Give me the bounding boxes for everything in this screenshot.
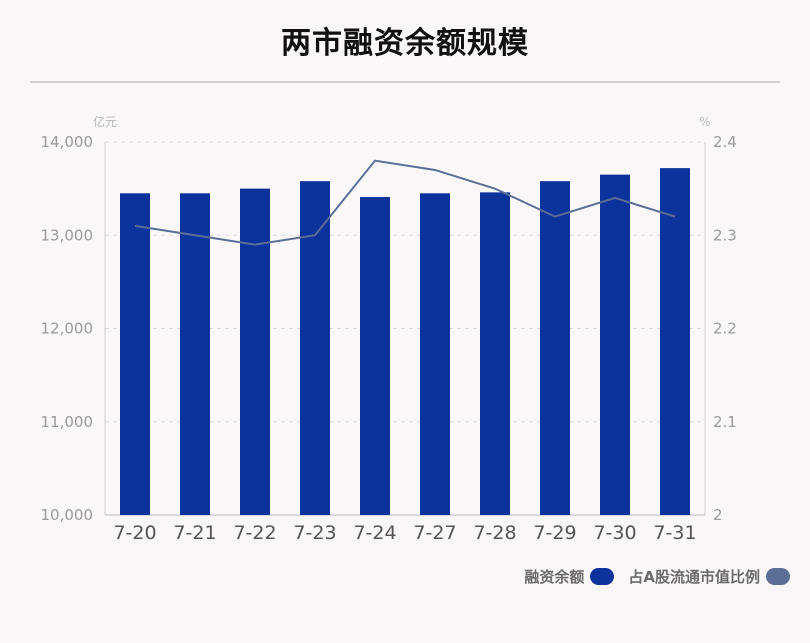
legend-item-financing-balance: 融资余额 <box>524 566 615 587</box>
chart-title: 两市融资余额规模 <box>281 26 529 61</box>
bar <box>540 181 570 516</box>
bar <box>240 188 270 515</box>
ratio-line <box>134 159 676 246</box>
bar <box>420 193 450 515</box>
legend-item-market-cap-ratio: 占A股流通市值比例 <box>628 566 790 587</box>
y-left-tick-label: 14,000 <box>41 133 94 151</box>
y-left-tick-label: 13,000 <box>41 226 94 244</box>
bar <box>120 193 150 515</box>
legend-swatch-bar <box>590 568 615 585</box>
x-tick-label: 7-31 <box>653 522 696 544</box>
y-left-tick-label: 11,000 <box>41 413 94 431</box>
y-left-unit: 亿元 <box>93 114 117 129</box>
x-tick-label: 7-27 <box>413 522 456 544</box>
y-left-tick-label: 10,000 <box>41 506 94 524</box>
bar <box>300 181 330 516</box>
y-right-tick-label: 2.4 <box>713 133 737 151</box>
y-right-tick-label: 2 <box>713 506 723 524</box>
x-tick-label: 7-28 <box>473 522 516 544</box>
bar <box>180 193 210 515</box>
x-tick-label: 7-29 <box>533 522 576 544</box>
y-left-tick-label: 12,000 <box>41 320 94 338</box>
y-right-unit: % <box>699 115 710 129</box>
y-right-tick-label: 2.3 <box>713 226 737 244</box>
x-tick-label: 7-24 <box>353 522 396 544</box>
bar <box>360 197 390 515</box>
y-right-tick-label: 2.1 <box>713 413 737 431</box>
bar <box>480 192 510 516</box>
bar <box>660 168 690 516</box>
legend: 融资余额 占A股流通市值比例 <box>524 566 790 587</box>
legend-swatch-line <box>766 568 790 585</box>
title-divider <box>30 81 780 83</box>
x-tick-label: 7-22 <box>233 522 276 544</box>
legend-label-market-cap-ratio: 占A股流通市值比例 <box>628 568 760 586</box>
bar <box>600 174 630 515</box>
y-right-tick-label: 2.2 <box>713 320 737 338</box>
x-tick-label: 7-20 <box>113 522 156 544</box>
x-tick-label: 7-21 <box>173 522 216 544</box>
x-tick-label: 7-30 <box>593 522 636 544</box>
x-tick-label: 7-23 <box>293 522 336 544</box>
legend-label-financing-balance: 融资余额 <box>524 568 585 586</box>
